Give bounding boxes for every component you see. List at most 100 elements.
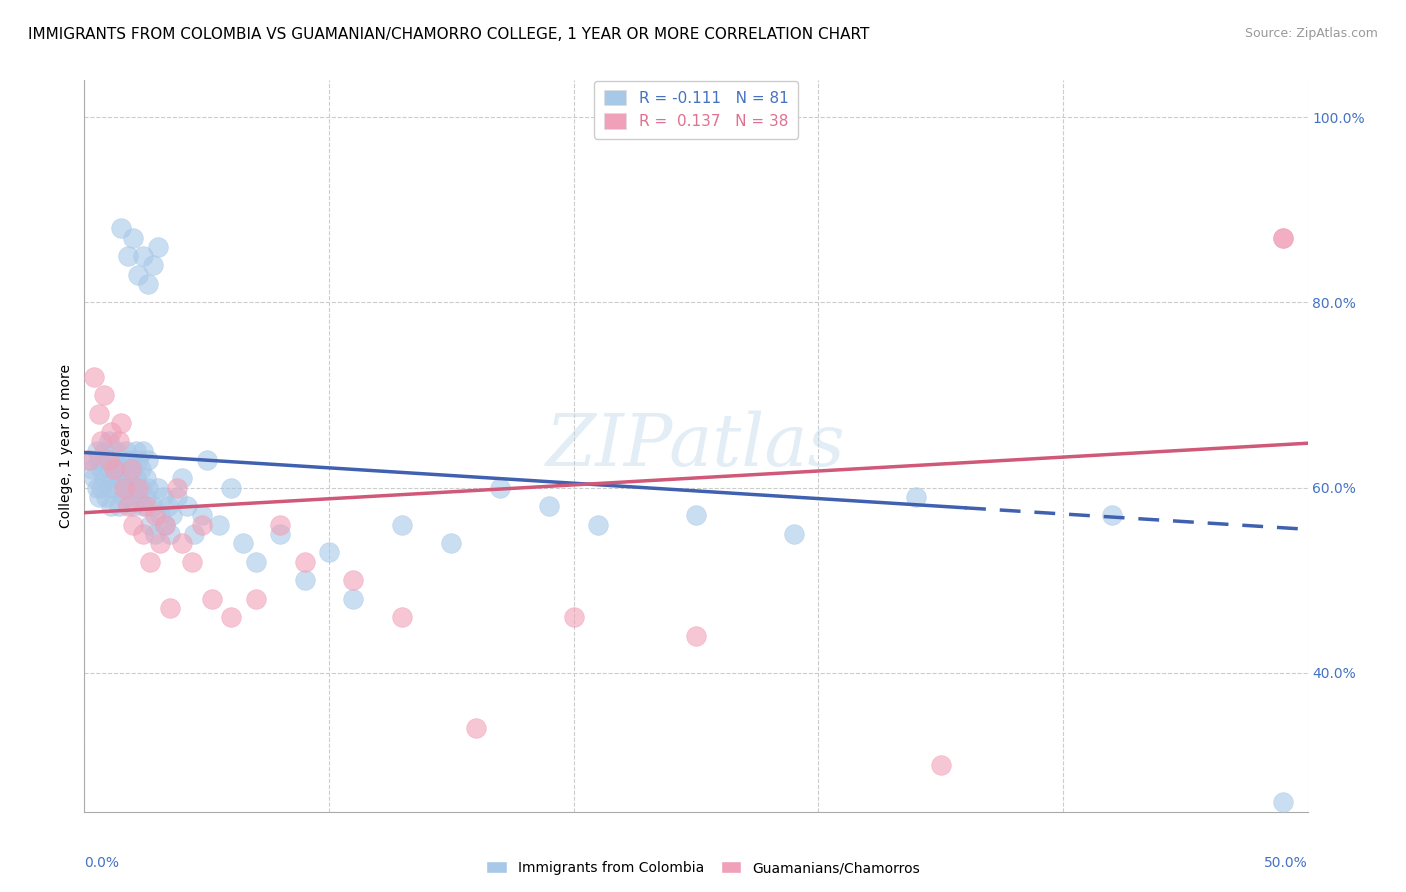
Point	[107, 499, 129, 513]
Point	[115, 443, 138, 458]
Point	[110, 221, 132, 235]
Point	[318, 545, 340, 559]
Point	[342, 591, 364, 606]
Point	[77, 453, 100, 467]
Point	[125, 471, 148, 485]
Point	[132, 443, 155, 458]
Point	[90, 481, 112, 495]
Point	[245, 591, 267, 606]
Point	[90, 462, 112, 476]
Point	[112, 462, 135, 476]
Point	[87, 407, 110, 421]
Point	[122, 517, 145, 532]
Point	[93, 471, 115, 485]
Point	[105, 481, 128, 495]
Point	[143, 527, 166, 541]
Point	[269, 517, 291, 532]
Point	[120, 462, 142, 476]
Point	[93, 388, 115, 402]
Point	[143, 508, 166, 523]
Point	[103, 462, 125, 476]
Point	[129, 481, 152, 495]
Point	[96, 453, 118, 467]
Point	[162, 508, 184, 523]
Point	[87, 490, 110, 504]
Point	[120, 453, 142, 467]
Point	[90, 434, 112, 449]
Point	[103, 453, 125, 467]
Point	[122, 462, 145, 476]
Point	[107, 462, 129, 476]
Point	[122, 499, 145, 513]
Text: 0.0%: 0.0%	[84, 855, 120, 870]
Point	[127, 268, 149, 282]
Point	[135, 490, 157, 504]
Point	[1272, 230, 1295, 244]
Point	[153, 517, 176, 532]
Point	[103, 471, 125, 485]
Point	[146, 481, 169, 495]
Point	[132, 249, 155, 263]
Point	[139, 517, 162, 532]
Point	[136, 481, 159, 495]
Point	[127, 481, 149, 495]
Point	[391, 517, 413, 532]
Point	[117, 471, 139, 485]
Point	[905, 490, 928, 504]
Point	[586, 517, 609, 532]
Point	[112, 481, 135, 495]
Point	[562, 610, 585, 624]
Point	[115, 481, 138, 495]
Point	[93, 443, 115, 458]
Point	[87, 453, 110, 467]
Point	[181, 555, 204, 569]
Point	[149, 536, 172, 550]
Point	[152, 490, 174, 504]
Legend: R = -0.111   N = 81, R =  0.137   N = 38: R = -0.111 N = 81, R = 0.137 N = 38	[595, 80, 797, 138]
Point	[142, 259, 165, 273]
Point	[120, 481, 142, 495]
Point	[100, 499, 122, 513]
Point	[110, 416, 132, 430]
Point	[139, 555, 162, 569]
Point	[77, 453, 100, 467]
Point	[107, 434, 129, 449]
Point	[685, 629, 707, 643]
Point	[172, 536, 194, 550]
Point	[117, 499, 139, 513]
Point	[100, 481, 122, 495]
Point	[166, 481, 188, 495]
Point	[129, 462, 152, 476]
Y-axis label: College, 1 year or more: College, 1 year or more	[59, 364, 73, 528]
Point	[97, 434, 120, 449]
Point	[219, 481, 242, 495]
Point	[127, 490, 149, 504]
Legend: Immigrants from Colombia, Guamanians/Chamorros: Immigrants from Colombia, Guamanians/Cha…	[481, 855, 925, 880]
Point	[136, 453, 159, 467]
Point	[1272, 796, 1295, 810]
Point	[135, 471, 157, 485]
Point	[97, 453, 120, 467]
Point	[294, 555, 316, 569]
Text: 50.0%: 50.0%	[1264, 855, 1308, 870]
Point	[86, 443, 108, 458]
Point	[125, 443, 148, 458]
Point	[100, 425, 122, 439]
Point	[783, 527, 806, 541]
Point	[219, 610, 242, 624]
Point	[146, 240, 169, 254]
Point	[294, 574, 316, 588]
Point	[195, 453, 218, 467]
Point	[391, 610, 413, 624]
Point	[156, 499, 179, 513]
Point	[166, 490, 188, 504]
Point	[117, 249, 139, 263]
Point	[183, 527, 205, 541]
Point	[191, 517, 214, 532]
Point	[159, 527, 181, 541]
Point	[142, 499, 165, 513]
Point	[245, 555, 267, 569]
Point	[132, 499, 155, 513]
Point	[342, 574, 364, 588]
Point	[117, 490, 139, 504]
